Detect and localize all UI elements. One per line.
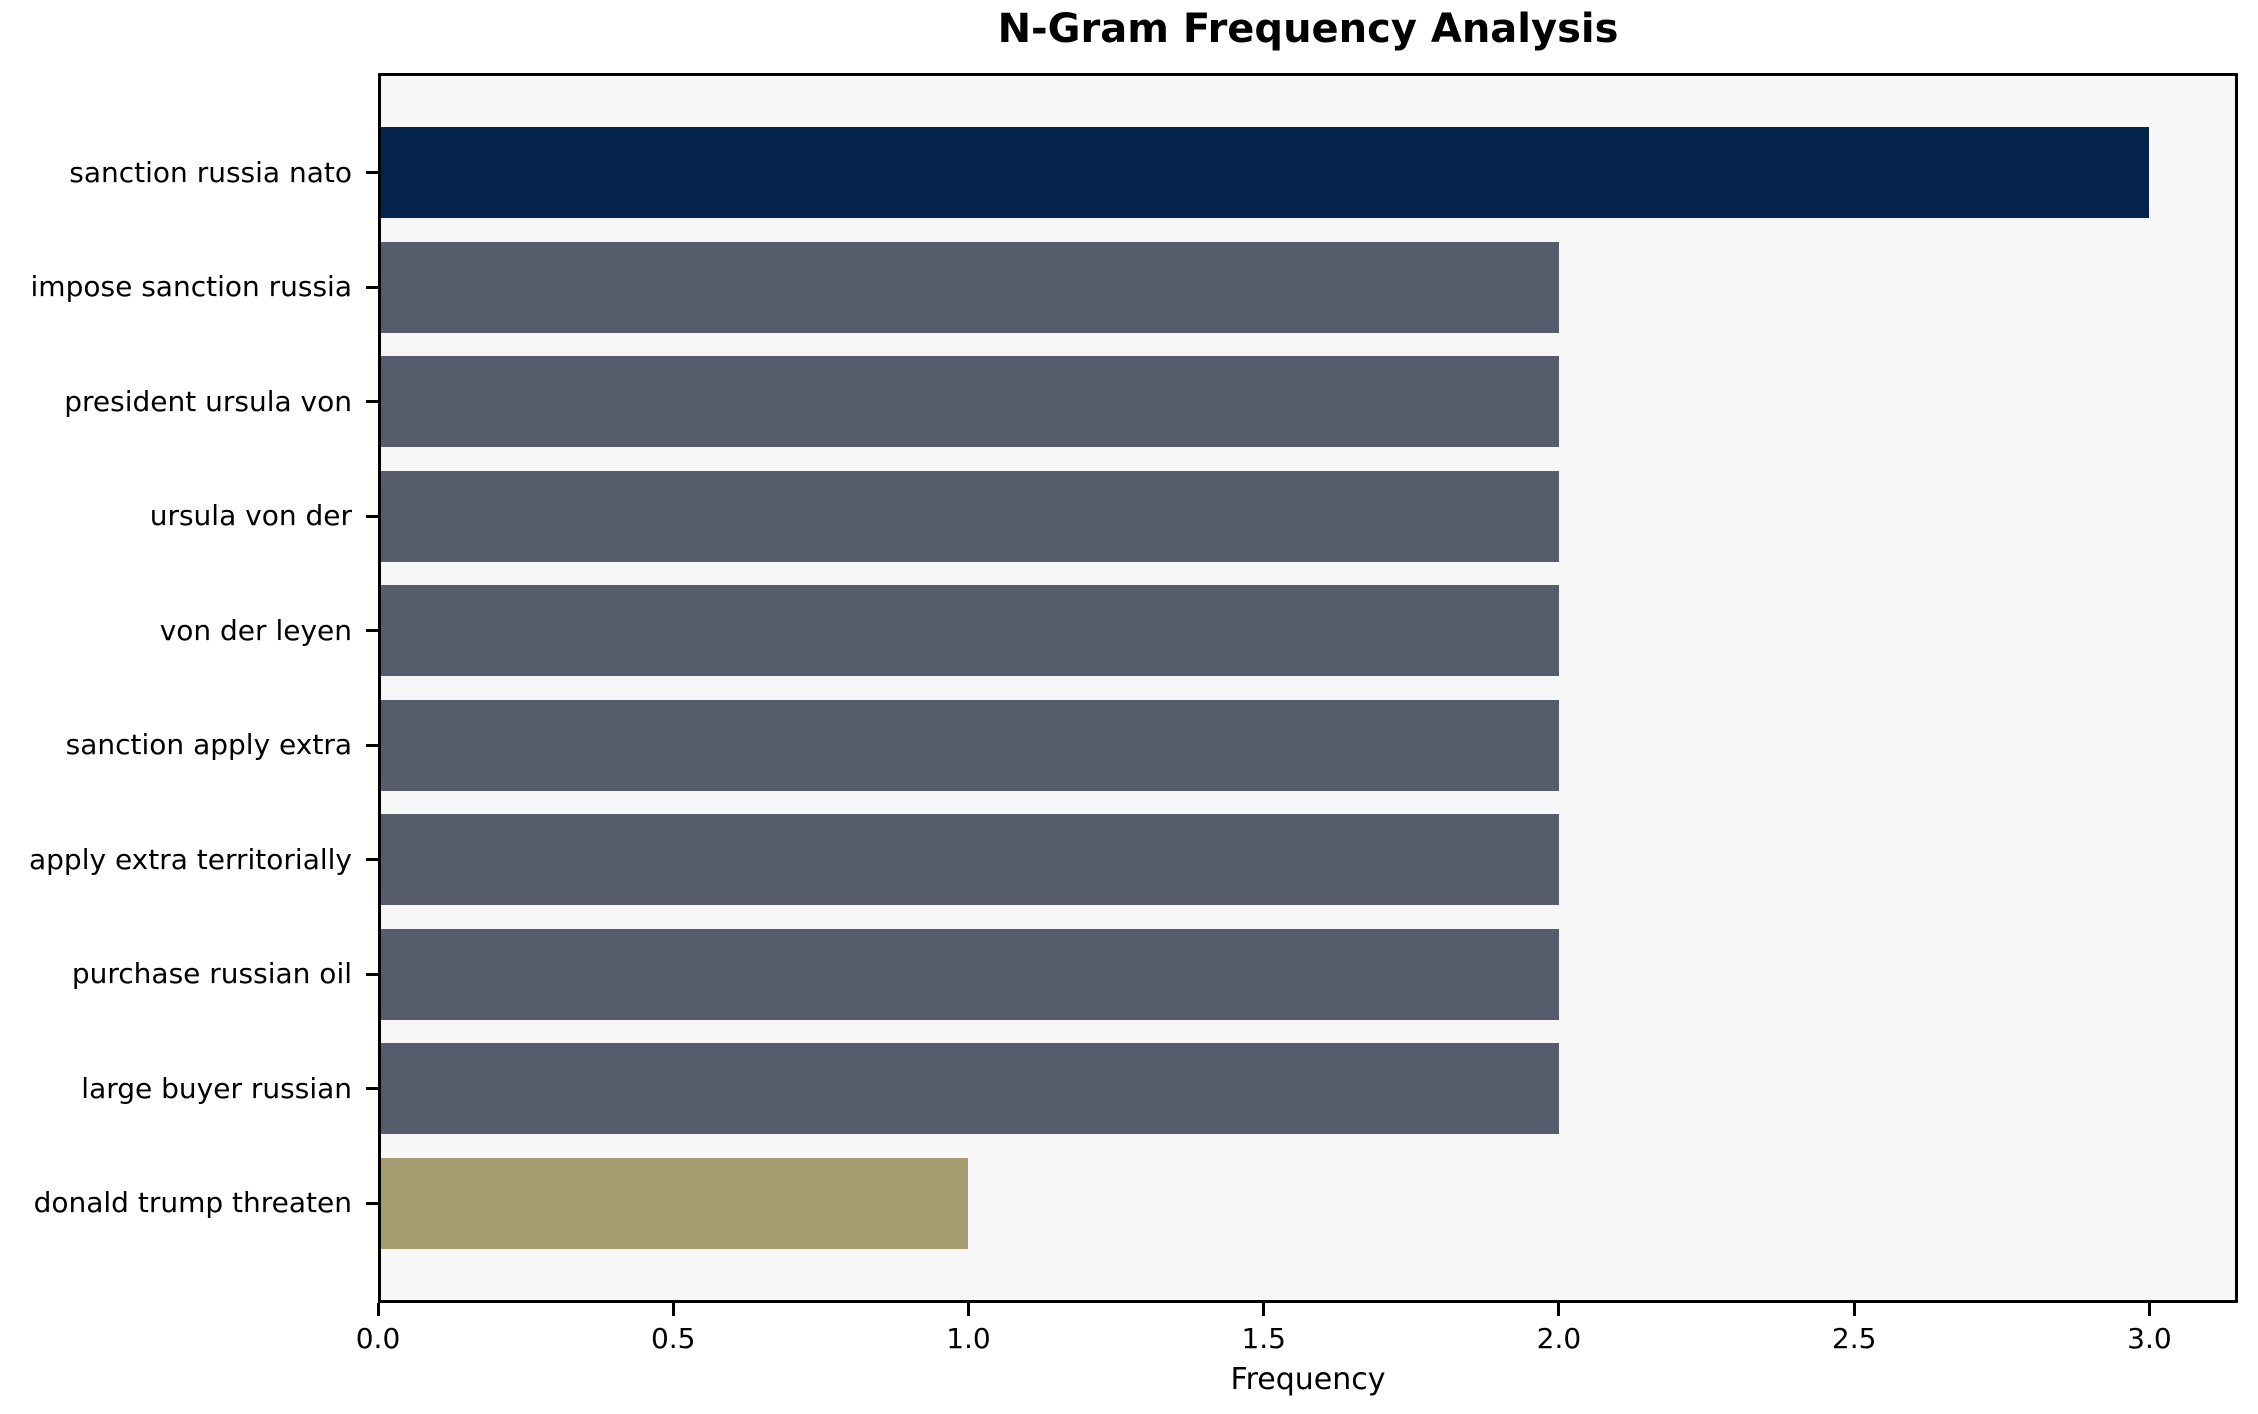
y-tick-label: donald trump threaten bbox=[33, 1186, 352, 1219]
x-tick-label: 1.5 bbox=[1241, 1322, 1286, 1355]
x-axis-label: Frequency bbox=[1230, 1362, 1386, 1397]
y-tick-mark bbox=[366, 171, 378, 174]
bar bbox=[378, 127, 2150, 218]
x-tick-label: 3.0 bbox=[2127, 1322, 2172, 1355]
y-tick-mark bbox=[366, 400, 378, 403]
chart-title: N-Gram Frequency Analysis bbox=[997, 6, 1619, 52]
x-tick-mark bbox=[1852, 1303, 1856, 1316]
x-tick-mark bbox=[2147, 1303, 2151, 1316]
x-tick-label: 2.5 bbox=[1831, 1322, 1877, 1355]
y-tick-label: purchase russian oil bbox=[71, 957, 352, 990]
y-tick-mark bbox=[366, 1087, 378, 1090]
y-tick-label: large buyer russian bbox=[81, 1071, 352, 1105]
bar bbox=[378, 241, 1559, 333]
bar bbox=[378, 1043, 1559, 1134]
y-tick-mark bbox=[366, 858, 378, 861]
x-tick-label: 1.0 bbox=[946, 1322, 991, 1355]
bar bbox=[378, 928, 1559, 1020]
y-tick-label: ursula von der bbox=[149, 499, 352, 532]
plot-area bbox=[378, 73, 2238, 1303]
y-tick-mark bbox=[366, 1201, 378, 1205]
x-tick-mark bbox=[1262, 1303, 1266, 1316]
bar bbox=[378, 585, 1559, 676]
y-tick-mark bbox=[366, 972, 378, 976]
y-tick-mark bbox=[366, 629, 378, 632]
y-tick-mark bbox=[366, 743, 378, 747]
x-tick-label: 2.0 bbox=[1536, 1322, 1582, 1355]
x-tick-label: 0.5 bbox=[650, 1322, 696, 1355]
y-tick-label: president ursula von bbox=[64, 384, 352, 418]
bar bbox=[378, 1157, 969, 1249]
y-tick-mark bbox=[366, 514, 378, 518]
y-tick-label: sanction russia nato bbox=[69, 155, 352, 189]
y-tick-label: apply extra territorially bbox=[28, 842, 352, 876]
x-tick-mark bbox=[966, 1303, 970, 1316]
y-tick-label: von der leyen bbox=[159, 613, 352, 647]
y-tick-label: impose sanction russia bbox=[30, 270, 352, 303]
y-tick-label: sanction apply extra bbox=[65, 728, 352, 761]
bar bbox=[378, 814, 1559, 905]
x-tick-mark bbox=[671, 1303, 675, 1316]
y-tick-mark bbox=[366, 285, 378, 289]
x-tick-mark bbox=[1557, 1303, 1561, 1316]
bar bbox=[378, 699, 1559, 791]
bar bbox=[378, 470, 1559, 562]
x-tick-label: 0.0 bbox=[355, 1322, 401, 1355]
bar bbox=[378, 356, 1559, 447]
x-tick-mark bbox=[376, 1303, 380, 1316]
